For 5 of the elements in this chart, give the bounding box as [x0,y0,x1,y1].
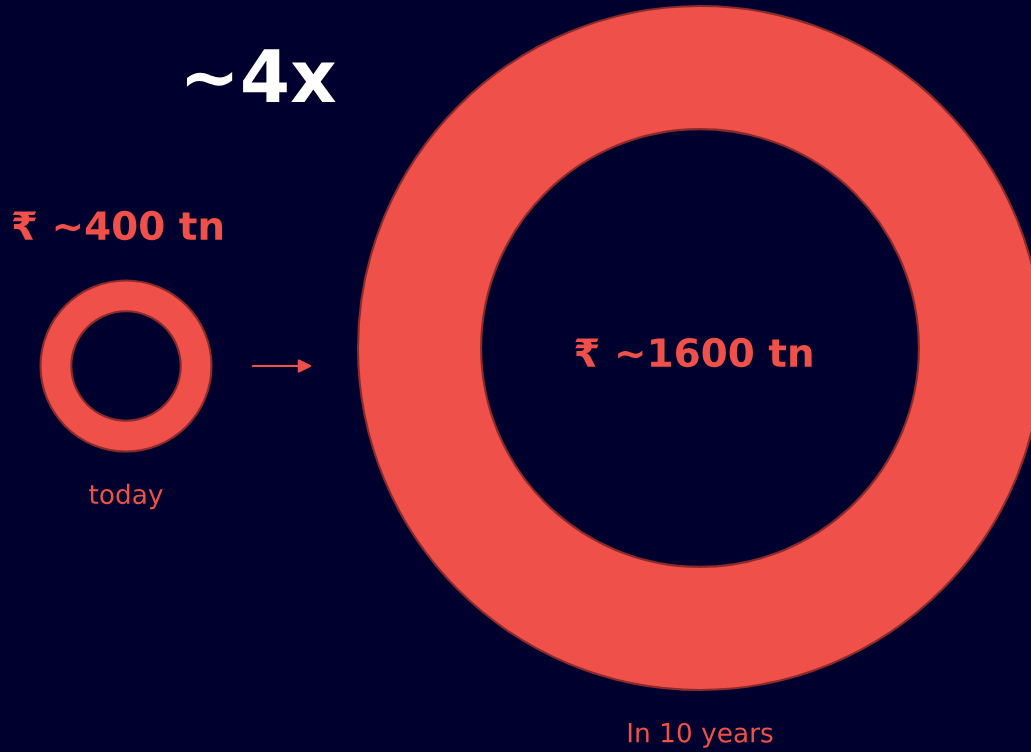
data-label: ₹ ~400 tn [12,210,223,241]
category-label: today [89,483,163,510]
category-label: In 10 years [628,722,773,748]
text: ~4x [186,49,336,102]
data-label: ₹ ~1600 tn [575,337,812,368]
